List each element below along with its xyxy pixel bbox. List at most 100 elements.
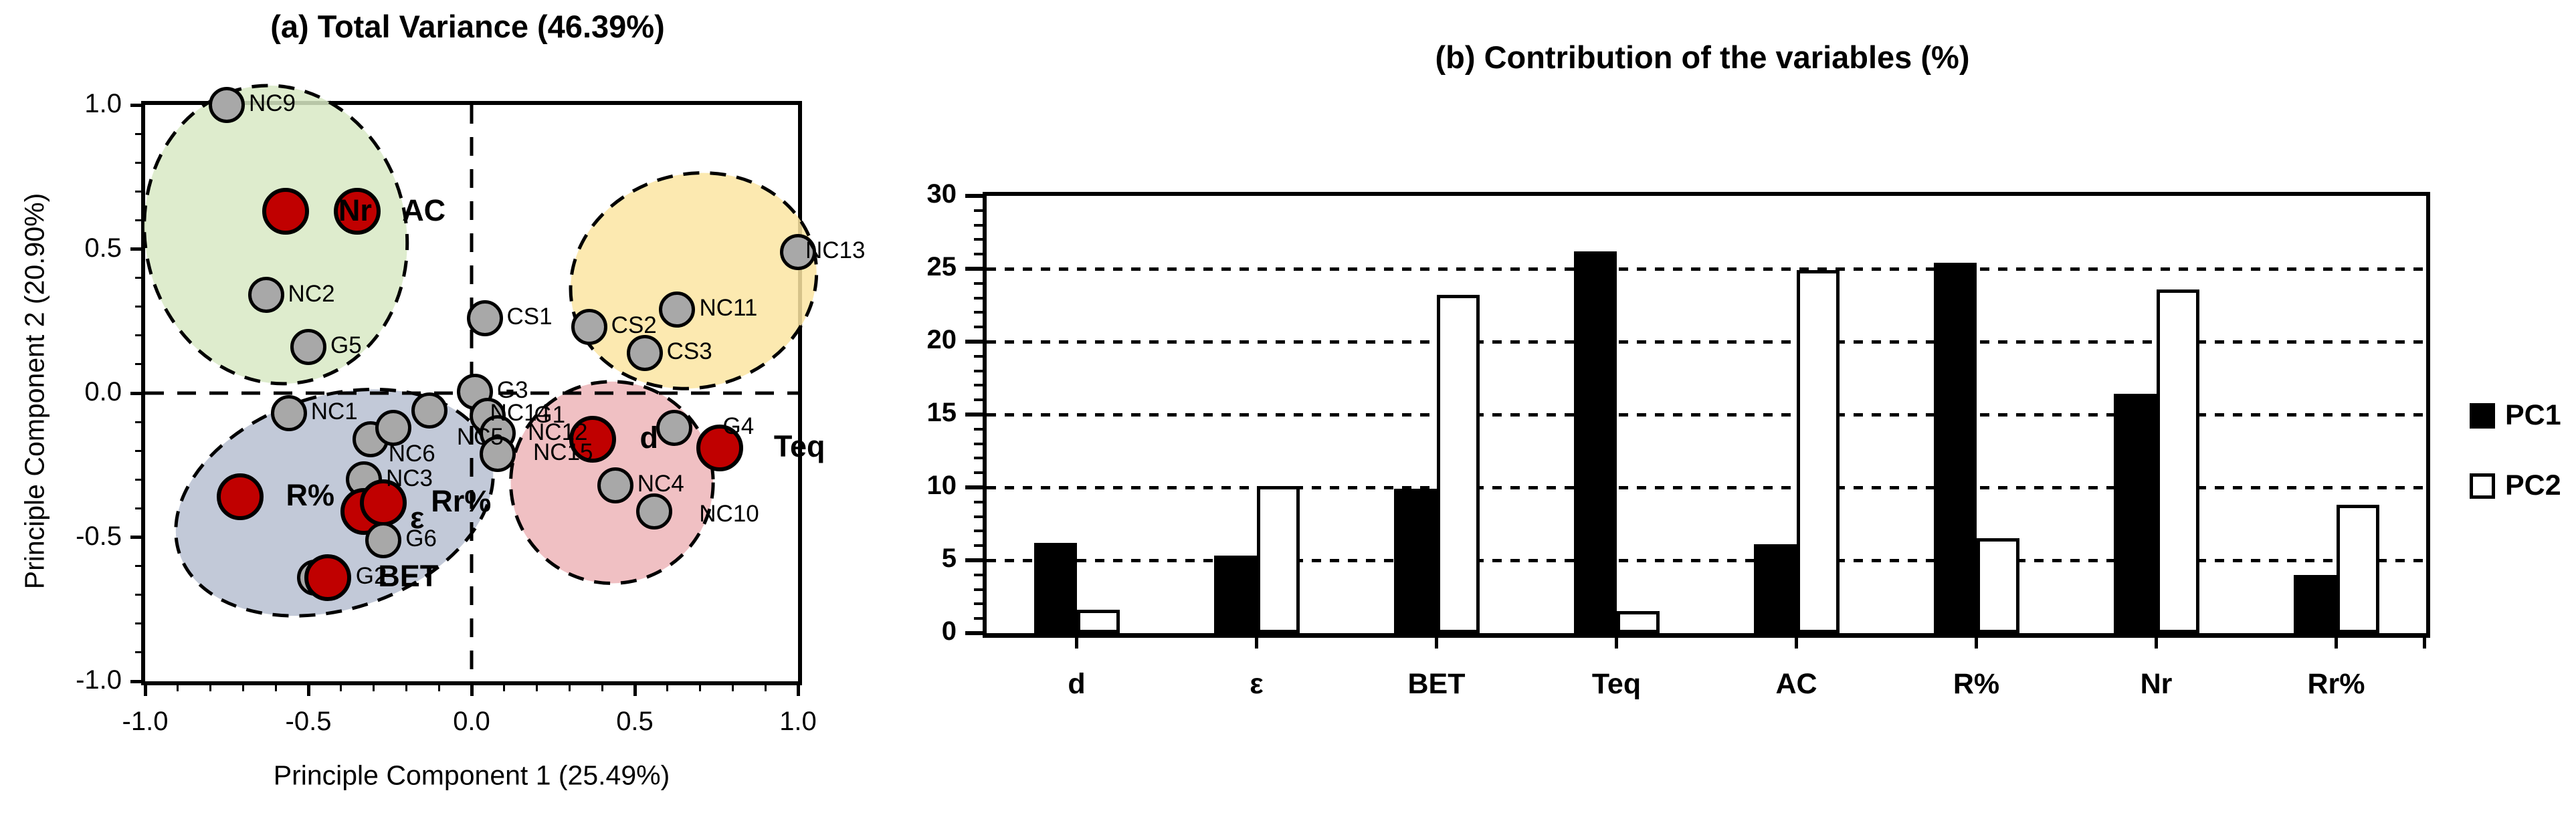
panel-b-y-tick (974, 223, 983, 227)
panel-b-y-tick (974, 238, 983, 241)
panel-b-gridline-20 (987, 340, 2426, 344)
bar-PC2-d (1076, 610, 1120, 633)
panel-a-x-tick (731, 685, 734, 691)
point-label-NC2: NC2 (288, 280, 335, 307)
panel-a-x-tick (699, 685, 702, 691)
panel-b-x-tick (1435, 638, 1438, 649)
panel-a-y-tick (130, 391, 141, 395)
point-label-NC6: NC6 (388, 441, 435, 467)
panel-a-y-tick-label: -0.5 (76, 521, 122, 551)
panel-b-y-tick (974, 457, 983, 460)
panel-b-y-tick-label: 15 (926, 398, 957, 427)
panel-a-y-tick (135, 449, 141, 452)
point-label-CS1: CS1 (506, 304, 553, 330)
panel-a-y-tick (135, 651, 141, 654)
point-label-AC: AC (402, 193, 446, 227)
panel-b-y-tick (974, 427, 983, 431)
point-Nr (262, 188, 309, 235)
panel-a-y-tick (135, 161, 141, 164)
legend-item-PC1: PC1 (2470, 399, 2561, 432)
point-AC (334, 188, 381, 235)
point-label-G2: G2 (355, 563, 387, 590)
panel-b-y-tick (974, 384, 983, 387)
panel-b-y-tick (965, 558, 983, 562)
panel-a-y-tick (130, 536, 141, 539)
panel-b-y-tick (974, 617, 983, 620)
point-label-G6: G6 (405, 526, 437, 552)
panel-b-y-tick (974, 471, 983, 475)
panel-a-y-tick (135, 565, 141, 568)
point-label-CS2: CS2 (611, 312, 657, 339)
point-label-NC1: NC1 (310, 398, 358, 425)
panel-a-y-tick (130, 679, 141, 683)
panel-b-y-tick-label: 10 (926, 471, 957, 500)
bar-PC1-R% (1933, 263, 1977, 633)
point-label-NC4: NC4 (637, 471, 684, 497)
panel-a-x-tick (666, 685, 669, 691)
panel-a-y-tick (135, 190, 141, 193)
point-CS2 (571, 308, 607, 345)
panel-a-y-tick-label: 0.5 (84, 233, 122, 263)
panel-b-gridline-10 (987, 486, 2426, 489)
bar-PC2-R% (1976, 538, 2019, 633)
bar-PC2-ε (1256, 485, 1300, 633)
point-label-BET: BET (378, 558, 439, 593)
point-R% (216, 473, 264, 521)
point-NC5 (375, 409, 411, 446)
panel-a-x-tick (633, 685, 637, 696)
panel-a-x-tick (209, 685, 212, 691)
panel-b-category-label-ε: ε (1250, 668, 1264, 700)
bar-PC2-Rr% (2336, 505, 2379, 633)
point-label-NC13: NC13 (805, 237, 866, 264)
bar-PC1-AC (1753, 544, 1797, 633)
panel-a-y-tick-label: -1.0 (76, 665, 122, 695)
bar-PC2-Teq (1616, 611, 1660, 633)
panel-a-x-tick (405, 685, 407, 691)
point-label-G3: G3 (496, 377, 528, 404)
panel-a-y-tick (135, 622, 141, 625)
point-label-Teq: Teq (773, 429, 825, 463)
panel-b-y-tick-label: 30 (926, 179, 957, 209)
panel-a-x-tick-label: 0.0 (453, 707, 490, 736)
bar-PC1-ε (1213, 556, 1257, 633)
cluster-ellipse-green (142, 84, 409, 386)
panel-b-y-tick (965, 194, 983, 198)
panel-b-y-tick (974, 588, 983, 591)
panel-a-x-tick (503, 685, 506, 691)
panel-a-x-tick (796, 685, 800, 696)
panel-a-x-tick (340, 685, 342, 691)
panel-a-plot: -1.0 -0.5 0.0 0.5 1.0 1.0 0.5 0.0 -0.5 -1.0 NC9 NC2… (76, 84, 865, 736)
point-label-NC15: NC15 (533, 439, 593, 465)
panel-b-x-tick (1615, 638, 1618, 649)
point-NC10 (636, 493, 673, 530)
panel-b-y-tick (974, 369, 983, 372)
panel-a-x-tick (437, 685, 440, 691)
panel-a-y-tick (135, 421, 141, 423)
panel-b-y-tick (965, 413, 983, 417)
panel-b-gridline-25 (987, 267, 2426, 271)
panel-a-y-tick (130, 103, 141, 107)
panel-b-y-tick-label: 25 (926, 252, 957, 281)
panel-a-x-tick-label: 0.5 (616, 707, 654, 736)
point-G6 (365, 521, 402, 558)
panel-b-y-tick (974, 326, 983, 329)
point-label-R%: R% (286, 478, 335, 513)
panel-b-x-tick (2155, 638, 2158, 649)
panel-a-x-tick (470, 685, 474, 696)
point-label-d: d (639, 421, 659, 455)
panel-a-y-tick-label: 0.0 (84, 377, 122, 406)
point-label-Rr%: Rr% (431, 483, 492, 518)
point-G5 (290, 329, 326, 366)
legend-swatch-PC1 (2470, 402, 2495, 429)
panel-b-y-tick (974, 311, 983, 314)
panel-b-y-tick (974, 296, 983, 300)
point-label-Nr: Nr (338, 193, 372, 227)
point-label-NC10: NC10 (699, 501, 759, 527)
panel-a-y-tick (135, 363, 141, 366)
point-BET (304, 554, 352, 601)
bar-PC1-Teq (1573, 251, 1617, 633)
panel-b-y-tick (974, 515, 983, 518)
panel-b-category-label-Teq: Teq (1591, 668, 1642, 700)
panel-a-y-axis-label: Principle Component 2 (20.90%) (19, 193, 50, 590)
point-CS3 (626, 334, 663, 371)
